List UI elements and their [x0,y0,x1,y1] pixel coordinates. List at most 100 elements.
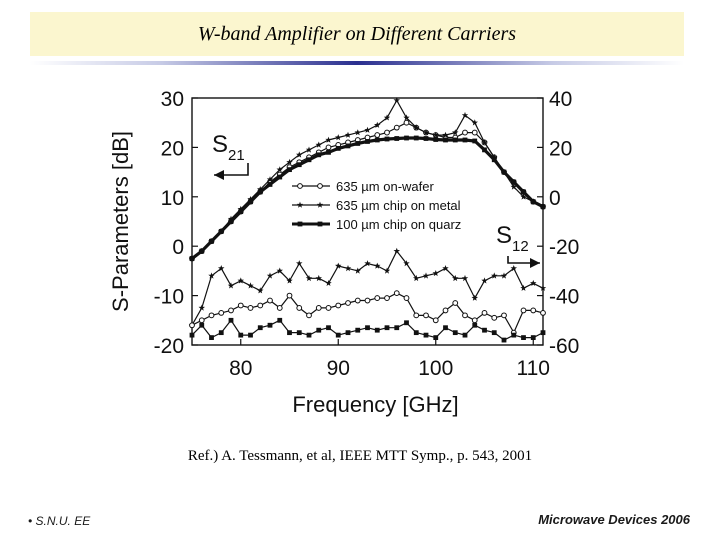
data-point [354,267,361,274]
data-point [326,149,331,155]
data-point [422,272,430,279]
data-point [471,294,478,301]
s21-arrow-line [214,163,249,176]
data-point [443,137,448,143]
data-point [344,265,352,272]
data-point [374,137,380,143]
data-point [266,272,274,279]
data-point [540,309,546,316]
data-point [198,317,205,324]
data-point [247,195,254,202]
data-point [189,256,195,261]
data-point [374,262,381,269]
y-left-tick-label: -10 [154,286,184,309]
data-point [510,265,517,272]
s21-arrow-head [214,170,224,180]
data-point [384,129,390,136]
data-point [315,274,322,282]
data-point [335,134,342,141]
title-bar: W-band Amplifier on Different Carriers [30,12,684,56]
data-point [384,295,390,301]
footer-left: • S.N.U. EE [28,514,91,528]
data-point [199,322,205,328]
data-point [209,335,214,340]
data-point [521,189,526,195]
data-point [345,300,351,306]
data-point [364,297,371,304]
data-point [471,129,478,136]
data-point [452,137,458,143]
data-point [247,305,254,311]
data-point [462,332,468,338]
data-point [433,137,439,142]
data-point [325,279,332,286]
data-point [189,322,195,329]
data-point [481,309,488,316]
data-point [442,265,449,272]
data-point [189,332,195,338]
data-point [248,332,253,338]
data-point [315,141,322,148]
data-point [394,136,400,141]
data-point [511,179,517,185]
data-point [296,305,303,311]
data-point [413,124,420,131]
y-left-tick-label: 30 [161,88,184,111]
data-point [404,135,409,141]
data-point [326,325,331,331]
data-point [335,302,342,309]
data-point [374,327,380,333]
data-point [432,131,439,138]
data-point [452,330,458,336]
slide-title: W-band Amplifier on Different Carriers [197,22,517,45]
data-point [297,221,303,227]
data-point [530,307,537,314]
data-point [530,199,536,205]
legend-label: 635 µm on-wafer [336,179,434,194]
data-point [305,274,313,282]
data-point [228,219,234,224]
data-point [316,152,322,158]
data-point [317,183,323,189]
data-point [267,322,273,328]
data-point [345,330,351,336]
data-point [286,158,293,165]
data-point [540,204,546,210]
data-point [413,274,420,282]
data-point [335,145,341,151]
x-tick-label: 100 [418,357,453,380]
data-point [257,302,264,309]
data-point [500,272,508,279]
series-line [191,319,544,341]
data-point [305,146,313,153]
data-point [510,183,517,190]
data-point [228,307,234,314]
data-point [218,228,224,234]
y-right-tick-label: 40 [549,88,572,111]
data-point [237,302,244,309]
data-point [325,305,332,311]
data-point [238,332,244,338]
data-point [306,312,312,319]
data-point [277,317,283,323]
data-point [355,327,361,333]
data-point [452,300,459,306]
data-point [365,139,370,144]
x-tick-label: 90 [327,357,350,380]
data-point [306,332,312,338]
data-point [248,199,253,205]
data-point [384,136,390,142]
data-point [344,131,352,138]
data-point [462,129,468,136]
data-point [257,186,264,193]
s12-annotation: S12 [496,222,529,255]
data-point [228,317,234,323]
y-right-tick-label: 20 [549,137,572,160]
data-point [520,193,527,200]
data-point [442,131,449,138]
data-point [287,330,292,336]
data-point [394,325,400,331]
data-point [354,129,361,136]
data-point [403,114,410,121]
data-point [404,320,409,326]
